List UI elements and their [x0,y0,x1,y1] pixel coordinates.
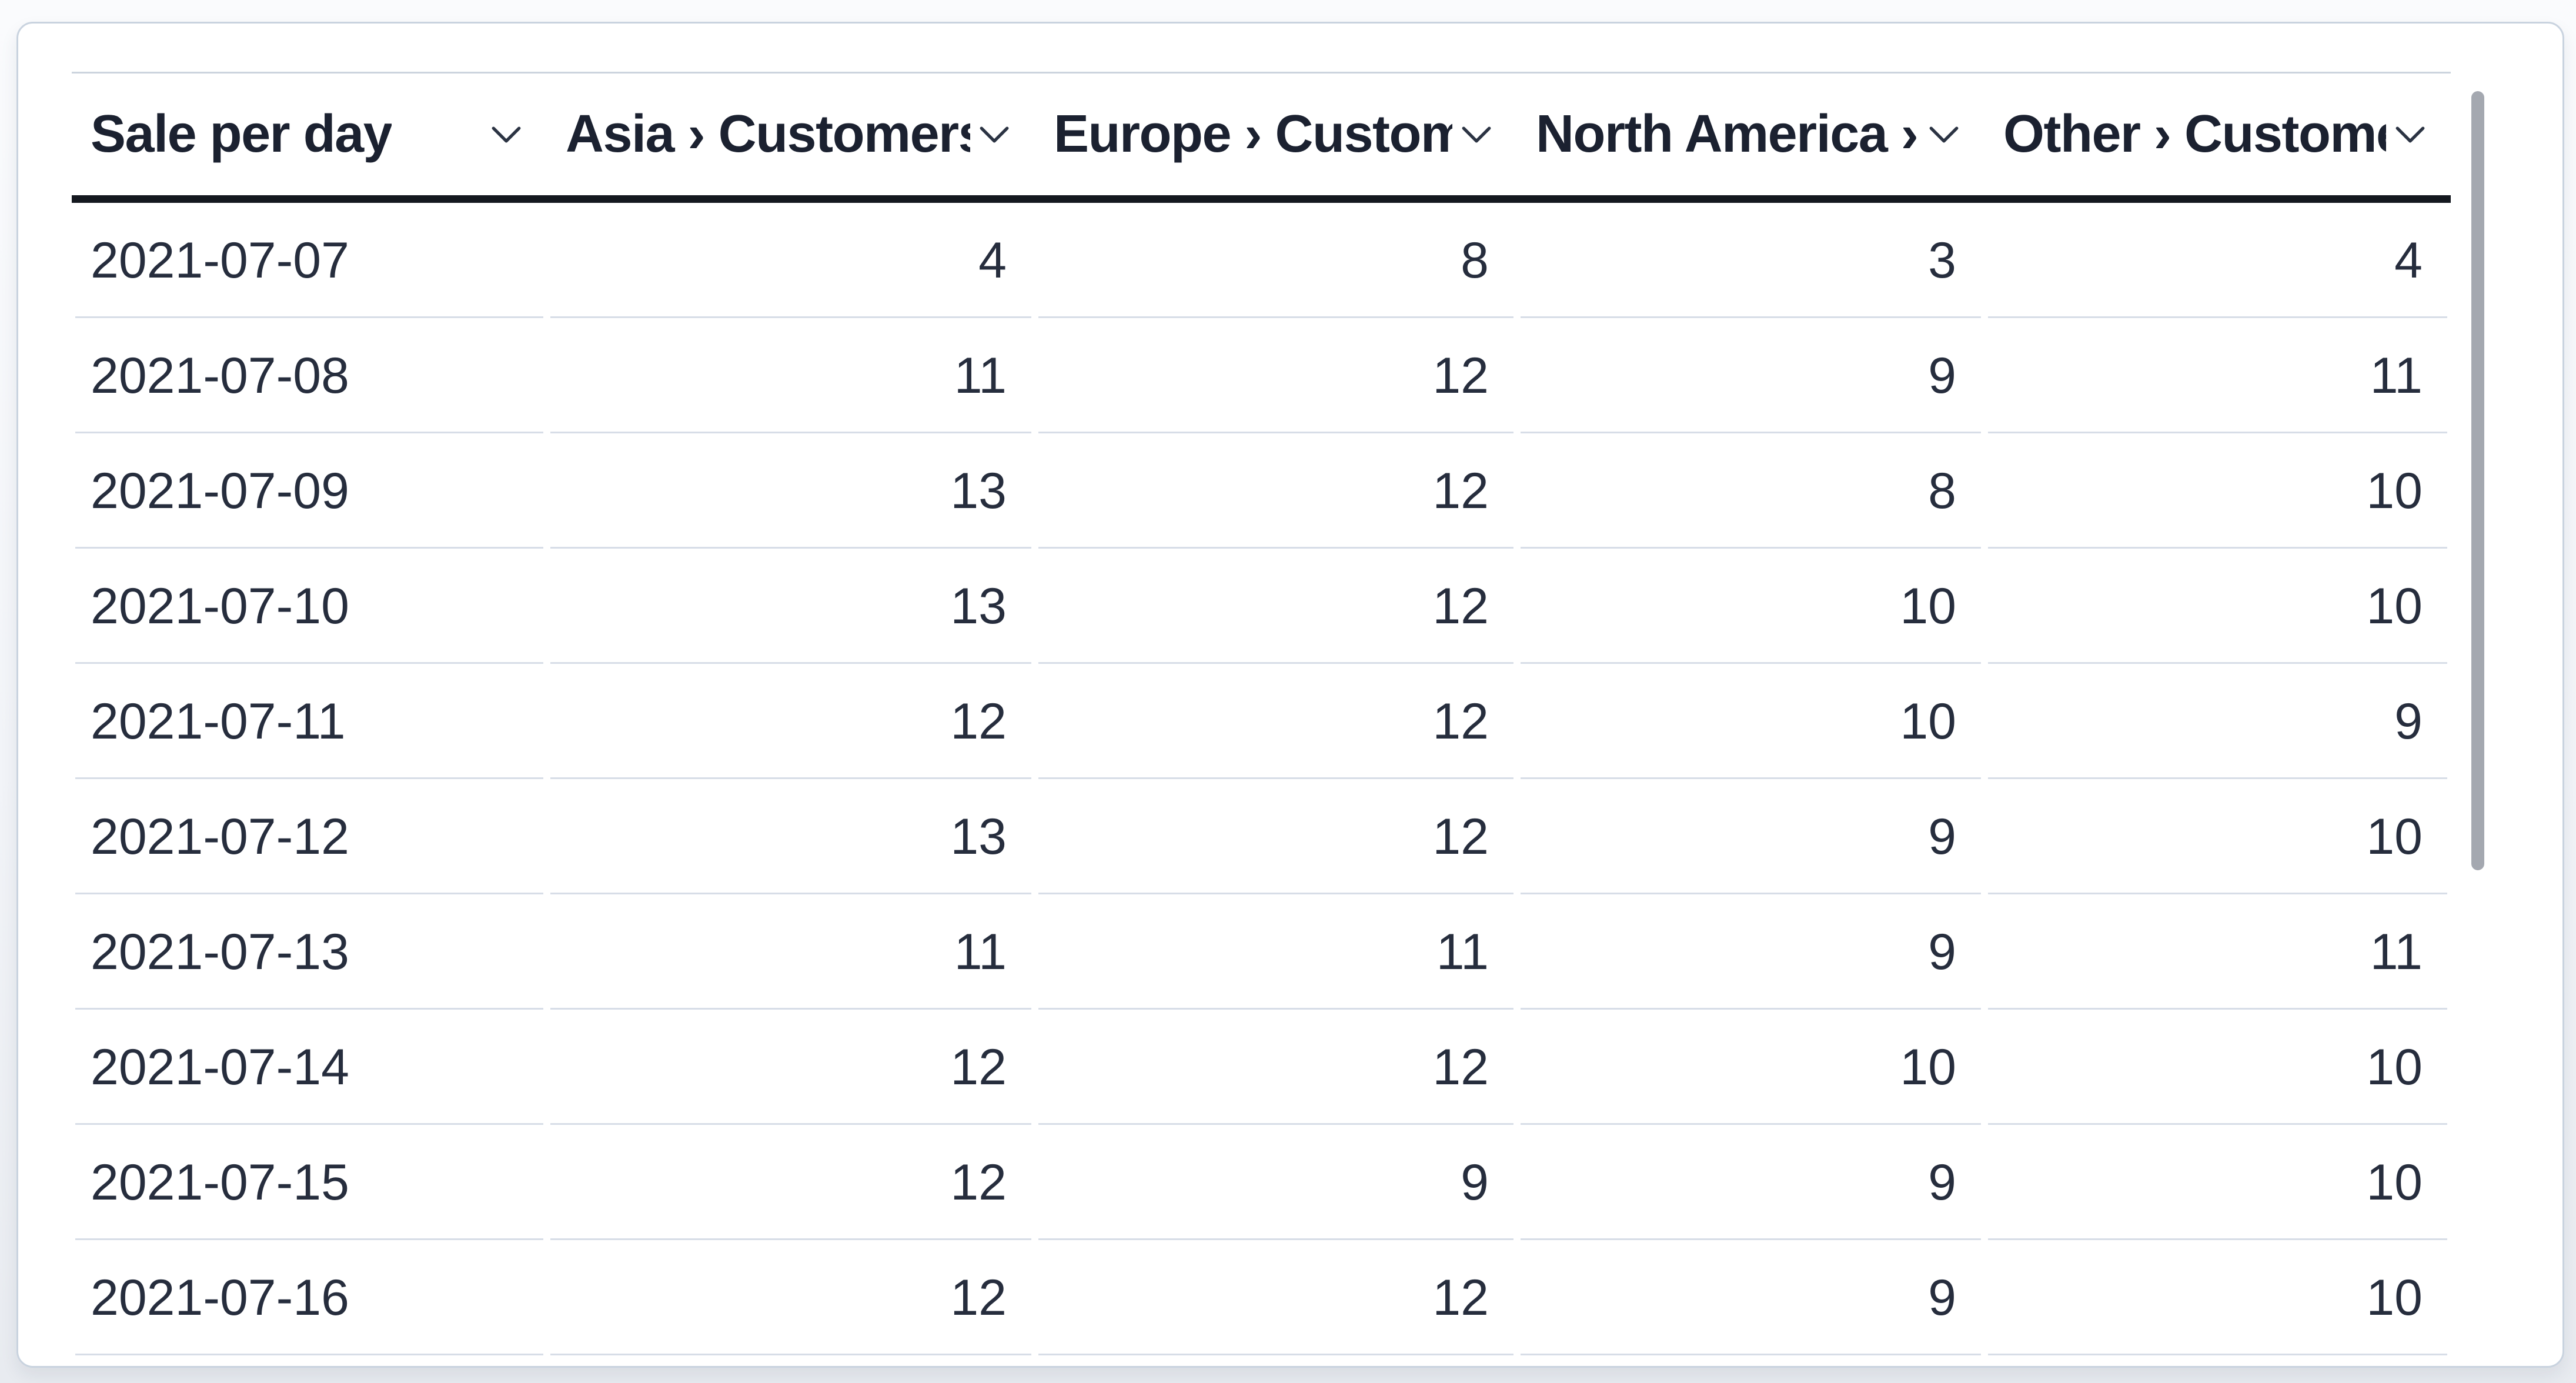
value-cell: 10 [1517,664,1984,779]
date-cell: 2021-07-08 [72,318,547,433]
column-header-north-america[interactable]: North America › Customers [1517,72,1984,203]
value-cell: 13 [547,549,1035,664]
value-cell: 12 [547,664,1035,779]
date-cell: 2021-07-09 [72,433,547,549]
column-label: North America › Customers [1536,105,1920,163]
table-row: 2021-07-07 4 8 3 4 [72,203,2451,318]
value-cell: 4 [547,203,1035,318]
column-label: Europe › Customers [1054,105,1452,163]
table-row: 2021-07-16 12 12 9 10 [72,1240,2451,1355]
value-cell: 9 [1035,1125,1517,1240]
value-cell: 9 [1517,894,1984,1010]
table-row: 2021-07-08 11 12 9 11 [72,318,2451,433]
date-cell: 2021-07-13 [72,894,547,1010]
value-cell: 10 [1984,1010,2451,1125]
date-cell: 2021-07-14 [72,1010,547,1125]
column-label: Sale per day [91,105,392,163]
value-cell: 10 [1517,549,1984,664]
date-cell: 2021-07-15 [72,1125,547,1240]
value-cell: 9 [1984,664,2451,779]
date-cell: 2021-07-12 [72,779,547,894]
table-row: 2021-07-11 12 12 10 9 [72,664,2451,779]
chevron-down-icon [977,125,1011,145]
column-label: Asia › Customers [566,105,970,163]
value-cell: 11 [1035,894,1517,1010]
chevron-down-icon [2393,125,2427,145]
value-cell: 12 [547,1125,1035,1240]
value-cell: 12 [1035,1010,1517,1125]
table-body: 2021-07-07 4 8 3 4 2021-07-08 11 12 9 11 2021-07-0… [72,203,2451,1355]
table-widget: Sale per day Asia › Customers Europe › Cus… [72,72,2451,1355]
column-header-sale-per-day[interactable]: Sale per day [72,72,547,203]
column-header-asia[interactable]: Asia › Customers [547,72,1035,203]
value-cell: 13 [547,779,1035,894]
value-cell: 4 [1984,203,2451,318]
date-cell: 2021-07-07 [72,203,547,318]
table-row: 2021-07-09 13 12 8 10 [72,433,2451,549]
value-cell: 11 [547,318,1035,433]
column-label: Other › Customers [2003,105,2386,163]
header-row: Sale per day Asia › Customers Europe › Cus… [72,72,2451,203]
value-cell: 12 [1035,1240,1517,1355]
value-cell: 9 [1517,1125,1984,1240]
column-header-other[interactable]: Other › Customers [1984,72,2451,203]
value-cell: 12 [1035,779,1517,894]
value-cell: 12 [547,1010,1035,1125]
value-cell: 10 [1984,779,2451,894]
value-cell: 9 [1517,1240,1984,1355]
data-table: Sale per day Asia › Customers Europe › Cus… [72,72,2451,1355]
value-cell: 10 [1984,1240,2451,1355]
date-cell: 2021-07-16 [72,1240,547,1355]
value-cell: 12 [1035,433,1517,549]
value-cell: 3 [1517,203,1984,318]
value-cell: 12 [1035,549,1517,664]
vertical-scrollbar-thumb[interactable] [2471,91,2484,870]
value-cell: 8 [1035,203,1517,318]
chevron-down-icon [1459,125,1494,145]
table-row: 2021-07-15 12 9 9 10 [72,1125,2451,1240]
value-cell: 11 [547,894,1035,1010]
table-row: 2021-07-10 13 12 10 10 [72,549,2451,664]
value-cell: 11 [1984,318,2451,433]
value-cell: 11 [1984,894,2451,1010]
value-cell: 10 [1984,549,2451,664]
table-row: 2021-07-12 13 12 9 10 [72,779,2451,894]
table-card: Sale per day Asia › Customers Europe › Cus… [16,22,2564,1368]
chevron-down-icon [1927,125,1961,145]
table-row: 2021-07-14 12 12 10 10 [72,1010,2451,1125]
value-cell: 10 [1984,1125,2451,1240]
value-cell: 12 [547,1240,1035,1355]
value-cell: 9 [1517,318,1984,433]
chevron-down-icon [489,125,523,145]
column-header-europe[interactable]: Europe › Customers [1035,72,1517,203]
value-cell: 10 [1517,1010,1984,1125]
table-row: 2021-07-13 11 11 9 11 [72,894,2451,1010]
value-cell: 12 [1035,318,1517,433]
value-cell: 8 [1517,433,1984,549]
value-cell: 12 [1035,664,1517,779]
date-cell: 2021-07-10 [72,549,547,664]
date-cell: 2021-07-11 [72,664,547,779]
value-cell: 10 [1984,433,2451,549]
value-cell: 9 [1517,779,1984,894]
value-cell: 13 [547,433,1035,549]
